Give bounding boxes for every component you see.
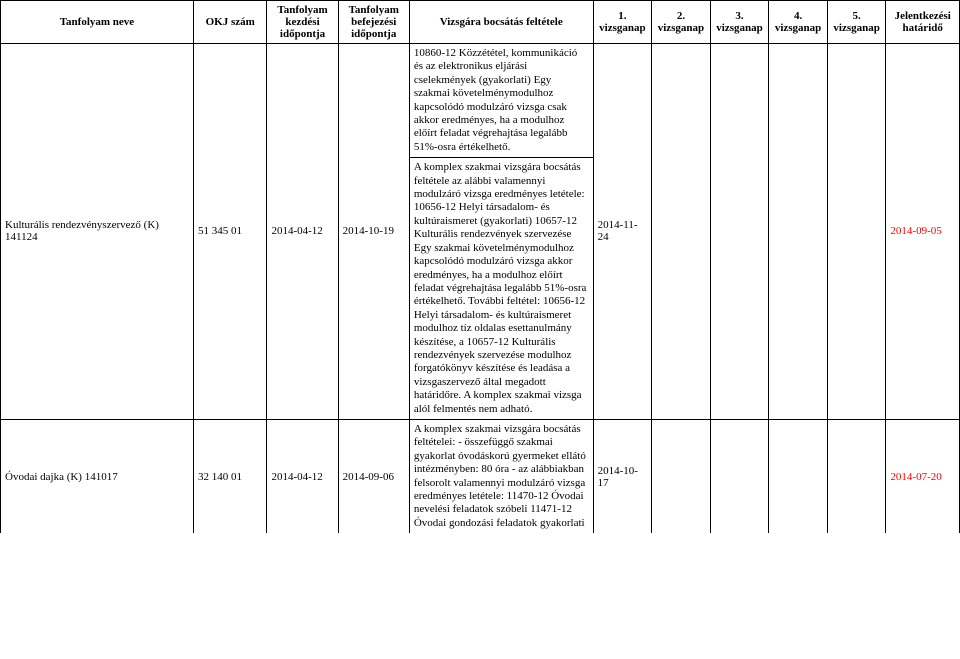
table-row: Kulturális rendezvényszervező (K) 141124… — [1, 44, 960, 158]
cell-day2 — [652, 44, 711, 420]
cell-name: Óvodai dajka (K) 141017 — [1, 419, 194, 533]
header-start: Tanfolyam kezdési időpontja — [267, 1, 338, 44]
cell-cond: A komplex szakmai vizsgára bocsátás felt… — [409, 158, 593, 420]
cell-day1: 2014-11-24 — [593, 44, 652, 420]
cell-cond: A komplex szakmai vizsgára bocsátás felt… — [409, 419, 593, 533]
cell-day3 — [710, 44, 769, 420]
cell-name: Kulturális rendezvényszervező (K) 141124 — [1, 44, 194, 420]
cell-day4 — [769, 44, 828, 420]
cell-end: 2014-09-06 — [338, 419, 409, 533]
header-name: Tanfolyam neve — [1, 1, 194, 44]
header-okj: OKJ szám — [193, 1, 267, 44]
cell-okj: 32 140 01 — [193, 419, 267, 533]
cell-cond: 10860-12 Közzététel, kommunikáció és az … — [409, 44, 593, 158]
table-header-row: Tanfolyam neve OKJ szám Tanfolyam kezdés… — [1, 1, 960, 44]
header-day2: 2. vizsganap — [652, 1, 711, 44]
table-row: Óvodai dajka (K) 141017 32 140 01 2014-0… — [1, 419, 960, 533]
header-cond: Vizsgára bocsátás feltétele — [409, 1, 593, 44]
cell-day5 — [827, 44, 886, 420]
header-day4: 4. vizsganap — [769, 1, 828, 44]
cell-deadline: 2014-09-05 — [886, 44, 960, 420]
header-day3: 3. vizsganap — [710, 1, 769, 44]
cell-day2 — [652, 419, 711, 533]
header-day1: 1. vizsganap — [593, 1, 652, 44]
cell-okj: 51 345 01 — [193, 44, 267, 420]
cell-day1: 2014-10-17 — [593, 419, 652, 533]
header-end: Tanfolyam befejezési időpontja — [338, 1, 409, 44]
cell-end: 2014-10-19 — [338, 44, 409, 420]
cell-start: 2014-04-12 — [267, 44, 338, 420]
cell-start: 2014-04-12 — [267, 419, 338, 533]
cell-deadline: 2014-07-20 — [886, 419, 960, 533]
cell-day4 — [769, 419, 828, 533]
course-table: Tanfolyam neve OKJ szám Tanfolyam kezdés… — [0, 0, 960, 533]
cell-day3 — [710, 419, 769, 533]
cell-day5 — [827, 419, 886, 533]
header-deadline: Jelentkezési határidő — [886, 1, 960, 44]
header-day5: 5. vizsganap — [827, 1, 886, 44]
